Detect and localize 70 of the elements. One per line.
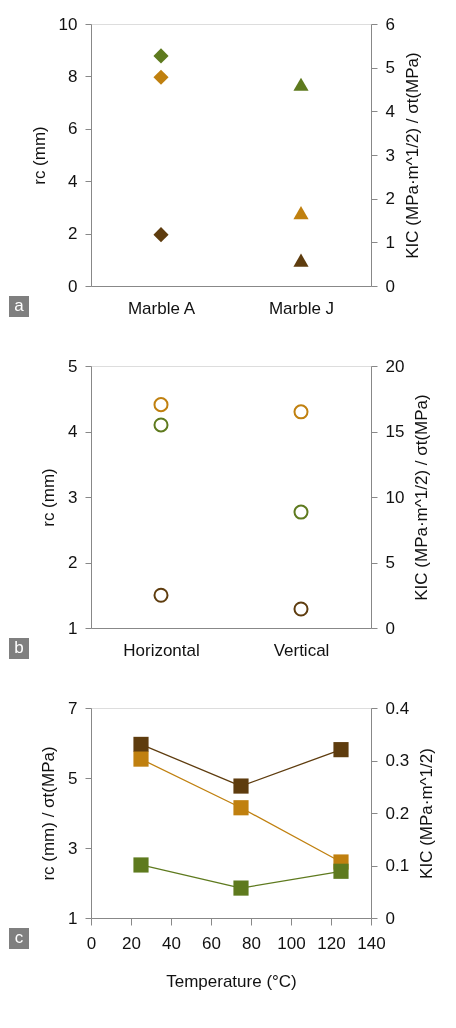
point — [293, 404, 309, 420]
y2-axis-title: KIC (MPa·m^1/2) / σt(MPa) — [402, 52, 422, 259]
x-axis-title: Temperature (°C) — [166, 971, 297, 991]
point — [293, 77, 309, 91]
x-tick-label: 120 — [317, 933, 346, 953]
x-tick-label: Horizontal — [123, 640, 200, 660]
point — [133, 736, 149, 752]
x-tick-label: 0 — [86, 933, 97, 953]
point — [293, 206, 309, 220]
y-tick-label: 6 — [68, 119, 78, 139]
y2-tick-label: 0.2 — [385, 803, 410, 823]
point — [153, 48, 169, 64]
y2-tick-label: 2 — [385, 189, 395, 209]
y2-tick-label: 15 — [385, 422, 405, 441]
y-tick-label: 5 — [68, 768, 78, 788]
y-tick-label: 4 — [68, 422, 78, 441]
y2-tick-label: 0.1 — [385, 856, 410, 875]
y2-axis-title: KIC (MPa·m^1/2) / σt(MPa) — [412, 394, 432, 601]
y-tick-label: 1 — [68, 908, 78, 928]
point — [333, 742, 349, 758]
y2-tick-label: 0 — [385, 908, 395, 928]
text: c — [14, 928, 24, 947]
y2-tick-label: 4 — [385, 101, 395, 121]
y2-tick-label: 0 — [385, 276, 395, 296]
text: b — [14, 638, 24, 657]
y2-tick-label: 0.4 — [385, 698, 410, 718]
point — [233, 880, 249, 896]
y-axis-title: rc (mm) — [29, 126, 49, 185]
y-axis-title: rc (mm) / σt(MPa) — [39, 746, 59, 881]
x-tick-label: 20 — [122, 933, 141, 953]
x-tick-label: 100 — [277, 933, 306, 953]
y-tick-label: 5 — [68, 356, 78, 376]
y-tick-label: 7 — [68, 698, 78, 718]
y-tick-label: 3 — [68, 838, 78, 858]
text: a — [14, 296, 25, 315]
y-tick-label: 8 — [68, 66, 78, 86]
x-tick-label: Vertical — [273, 640, 330, 660]
y-tick-label: 2 — [68, 224, 78, 244]
point — [133, 751, 149, 767]
point — [153, 397, 169, 413]
point — [233, 778, 249, 794]
x-tick-label: 60 — [202, 933, 221, 953]
y-tick-label: 2 — [68, 553, 78, 572]
y2-tick-label: 5 — [385, 58, 395, 78]
y2-tick-label: 6 — [385, 14, 395, 34]
point — [133, 857, 149, 873]
point — [153, 417, 169, 433]
y2-tick-label: 20 — [385, 356, 405, 376]
x-tick-label: 80 — [242, 933, 261, 953]
y2-tick-label: 3 — [385, 145, 395, 165]
point — [153, 69, 169, 85]
y-tick-label: 0 — [68, 276, 78, 296]
x-tick-label: Marble A — [127, 298, 196, 318]
x-tick-label: 40 — [162, 933, 181, 953]
point — [233, 800, 249, 816]
point — [293, 504, 309, 520]
x-tick-label: Marble J — [268, 298, 335, 318]
y2-tick-label: 10 — [385, 487, 405, 507]
x-tick-label: 140 — [357, 933, 386, 953]
y-tick-label: 1 — [68, 618, 78, 638]
point — [333, 863, 349, 879]
y2-tick-label: 0.3 — [385, 751, 410, 770]
y-axis-title: rc (mm) — [39, 468, 59, 527]
y-tick-label: 10 — [58, 14, 78, 34]
y2-tick-label: 0 — [385, 618, 395, 638]
y-tick-label: 4 — [68, 171, 78, 191]
y2-tick-label: 1 — [385, 232, 395, 252]
y2-tick-label: 5 — [385, 553, 395, 572]
y-tick-label: 3 — [68, 487, 78, 507]
y2-axis-title: KIC (MPa·m^1/2) — [417, 748, 437, 879]
